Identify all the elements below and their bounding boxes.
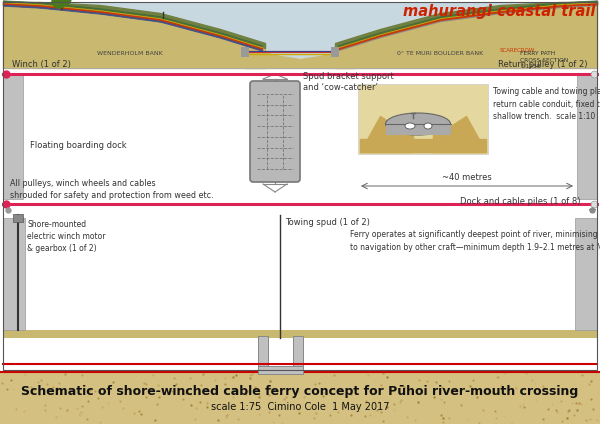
Circle shape [59,0,71,5]
Text: Shore-mounted
electric winch motor
& gearbox (1 of 2): Shore-mounted electric winch motor & gea… [27,220,106,253]
Bar [358,84,488,154]
Bar [386,124,451,135]
Bar [575,218,597,330]
Bar [3,2,597,370]
Bar [3,218,25,330]
Text: ~40 metres: ~40 metres [442,173,492,182]
Text: Winch (1 of 2): Winch (1 of 2) [12,60,71,69]
Text: SCARECROW: SCARECROW [500,48,535,53]
Bar [257,366,302,374]
Ellipse shape [405,123,415,129]
Bar [3,73,23,199]
FancyBboxPatch shape [250,81,300,182]
Text: Spud bracket support
and ‘cow-catcher’: Spud bracket support and ‘cow-catcher’ [303,72,394,92]
Text: scale 1:75  Cimino Cole  1 May 2017: scale 1:75 Cimino Cole 1 May 2017 [211,402,389,412]
Text: All pulleys, winch wheels and cables
shrouded for safety and protection from wee: All pulleys, winch wheels and cables shr… [10,179,214,200]
Bar [577,73,597,199]
Bar [13,214,23,222]
Circle shape [52,0,66,8]
Text: Towing spud (1 of 2): Towing spud (1 of 2) [285,218,370,227]
Text: Floating boarding dock: Floating boarding dock [30,142,127,151]
Text: Schematic of shore-winched cable ferry concept for Pūhoi river-mouth crossing: Schematic of shore-winched cable ferry c… [22,385,578,398]
Text: mahurangi coastal trail: mahurangi coastal trail [403,4,595,19]
Text: WENDERHOLM BANK: WENDERHOLM BANK [97,51,163,56]
Bar [241,47,249,57]
Text: 0° TE MURI BOULDER BANK: 0° TE MURI BOULDER BANK [397,51,483,56]
Bar [0,372,600,424]
Bar [3,330,597,338]
Bar [257,336,268,368]
Text: Return pulley (1 of 2): Return pulley (1 of 2) [499,60,588,69]
Ellipse shape [424,123,432,129]
Bar [293,336,302,368]
Ellipse shape [386,113,451,135]
Text: Ferry operates at significantly deepest point of river, minimising obstruction
t: Ferry operates at significantly deepest … [350,230,600,251]
Bar [331,47,339,57]
Bar [3,2,597,58]
Text: Dock and cable piles (1 of 8): Dock and cable piles (1 of 8) [460,197,580,206]
Text: Towing cable and towing plate channel, and
return cable conduit, fixed to riverb: Towing cable and towing plate channel, a… [493,87,600,121]
Text: FERRY PATH
CROSS SECTION
1:1250: FERRY PATH CROSS SECTION 1:1250 [520,51,568,69]
Bar [3,2,597,68]
Circle shape [55,0,69,2]
